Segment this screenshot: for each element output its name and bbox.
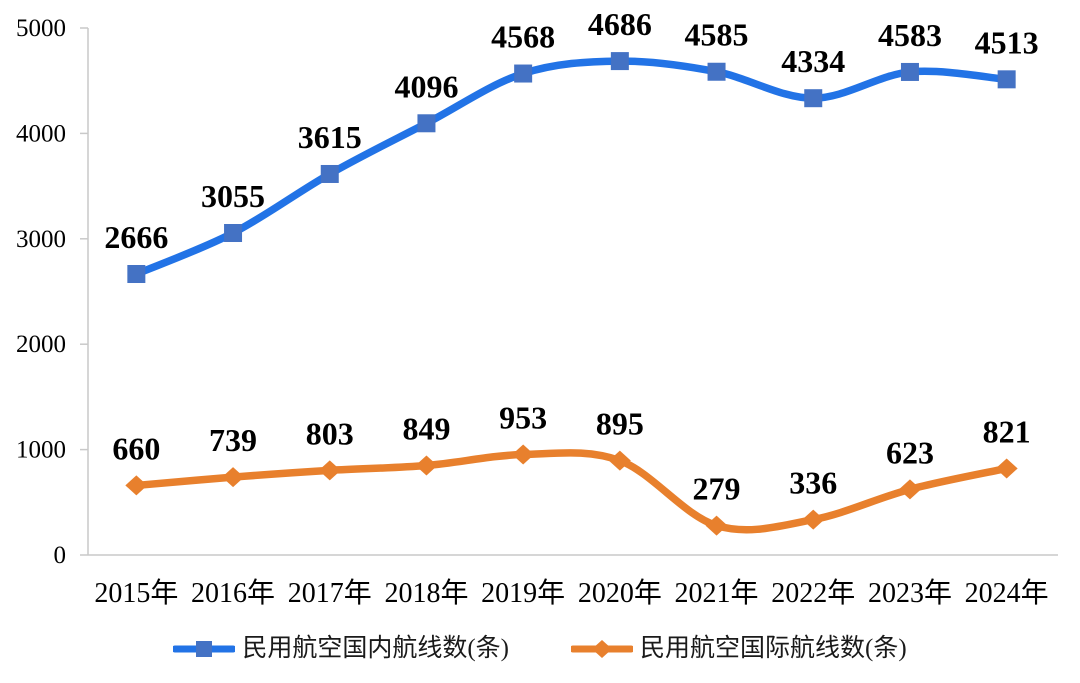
y-tick-label: 5000 — [16, 15, 66, 42]
legend-square-marker-icon — [173, 640, 236, 657]
domestic-routes-marker — [900, 62, 919, 81]
domestic-routes-marker — [610, 52, 629, 71]
y-tick-label: 4000 — [16, 120, 66, 147]
international-routes-marker — [318, 460, 341, 481]
international-routes-marker — [222, 467, 245, 488]
international-routes-data-label: 660 — [112, 430, 160, 466]
international-routes-data-label: 739 — [209, 422, 257, 458]
legend-item-domestic: 民用航空国内航线数(条) — [173, 636, 509, 661]
domestic-routes-series-line — [132, 57, 1011, 278]
international-routes-data-label: 953 — [499, 400, 547, 436]
y-tick-label: 2000 — [16, 331, 66, 358]
x-category-label: 2024年 — [965, 577, 1049, 609]
international-routes-data-label: 336 — [789, 465, 837, 501]
international-routes-data-label: 623 — [886, 434, 934, 470]
x-category-label: 2022年 — [771, 577, 855, 609]
domestic-routes-marker — [127, 265, 146, 284]
x-category-label: 2020年 — [578, 577, 662, 609]
x-category-label: 2019年 — [481, 577, 565, 609]
domestic-routes-marker — [224, 224, 243, 243]
x-category-label: 2017年 — [288, 577, 372, 609]
y-tick-label: 1000 — [16, 437, 66, 464]
domestic-routes-data-label: 4585 — [685, 17, 749, 53]
domestic-routes-data-label: 4513 — [975, 24, 1039, 60]
x-category-label: 2015年 — [94, 577, 178, 609]
domestic-routes-data-label: 2666 — [104, 219, 168, 255]
domestic-routes-data-label: 4334 — [781, 43, 845, 79]
international-routes-marker — [415, 455, 438, 476]
domestic-routes-marker — [997, 70, 1016, 89]
domestic-routes-marker — [804, 89, 823, 108]
domestic-routes-marker — [707, 62, 726, 81]
domestic-routes-data-label: 3055 — [201, 178, 265, 214]
domestic-routes-marker — [320, 164, 339, 183]
legend-item-international: 民用航空国际航线数(条) — [571, 636, 907, 661]
domestic-routes-data-label: 4686 — [588, 6, 652, 42]
international-routes-series-line — [132, 449, 1011, 534]
domestic-routes-marker — [514, 64, 533, 83]
international-routes-data-label: 849 — [402, 411, 450, 447]
international-routes-marker — [898, 479, 921, 500]
y-tick-label: 0 — [54, 542, 67, 569]
domestic-routes-marker — [417, 114, 436, 133]
international-routes-marker — [802, 509, 825, 530]
domestic-routes-data-label: 4096 — [394, 68, 458, 104]
x-category-label: 2016年 — [191, 577, 275, 609]
x-category-label: 2018年 — [384, 577, 468, 609]
international-routes-marker — [995, 458, 1018, 479]
legend-label-domestic: 民用航空国内航线数(条) — [242, 635, 509, 662]
international-routes-marker — [608, 450, 631, 471]
international-routes-data-label: 803 — [306, 415, 354, 451]
x-category-label: 2023年 — [868, 577, 952, 609]
domestic-routes-data-label: 4583 — [878, 17, 942, 53]
chart-legend: 民用航空国内航线数(条) 民用航空国际航线数(条) — [0, 636, 1080, 661]
domestic-routes-data-label: 3615 — [298, 119, 362, 155]
international-routes-data-label: 821 — [983, 413, 1031, 449]
legend-square-sample — [196, 640, 213, 657]
domestic-routes-data-label: 4568 — [491, 19, 555, 55]
international-routes-marker — [125, 475, 148, 496]
legend-label-international: 民用航空国际航线数(条) — [640, 635, 907, 662]
legend-diamond-sample — [592, 639, 612, 658]
international-routes-marker — [705, 515, 728, 536]
international-routes-data-label: 895 — [596, 406, 644, 442]
x-category-label: 2021年 — [675, 577, 759, 609]
legend-diamond-marker-icon — [571, 639, 633, 658]
international-routes-marker — [512, 444, 535, 465]
y-tick-label: 3000 — [16, 226, 66, 253]
international-routes-data-label: 279 — [693, 471, 741, 507]
